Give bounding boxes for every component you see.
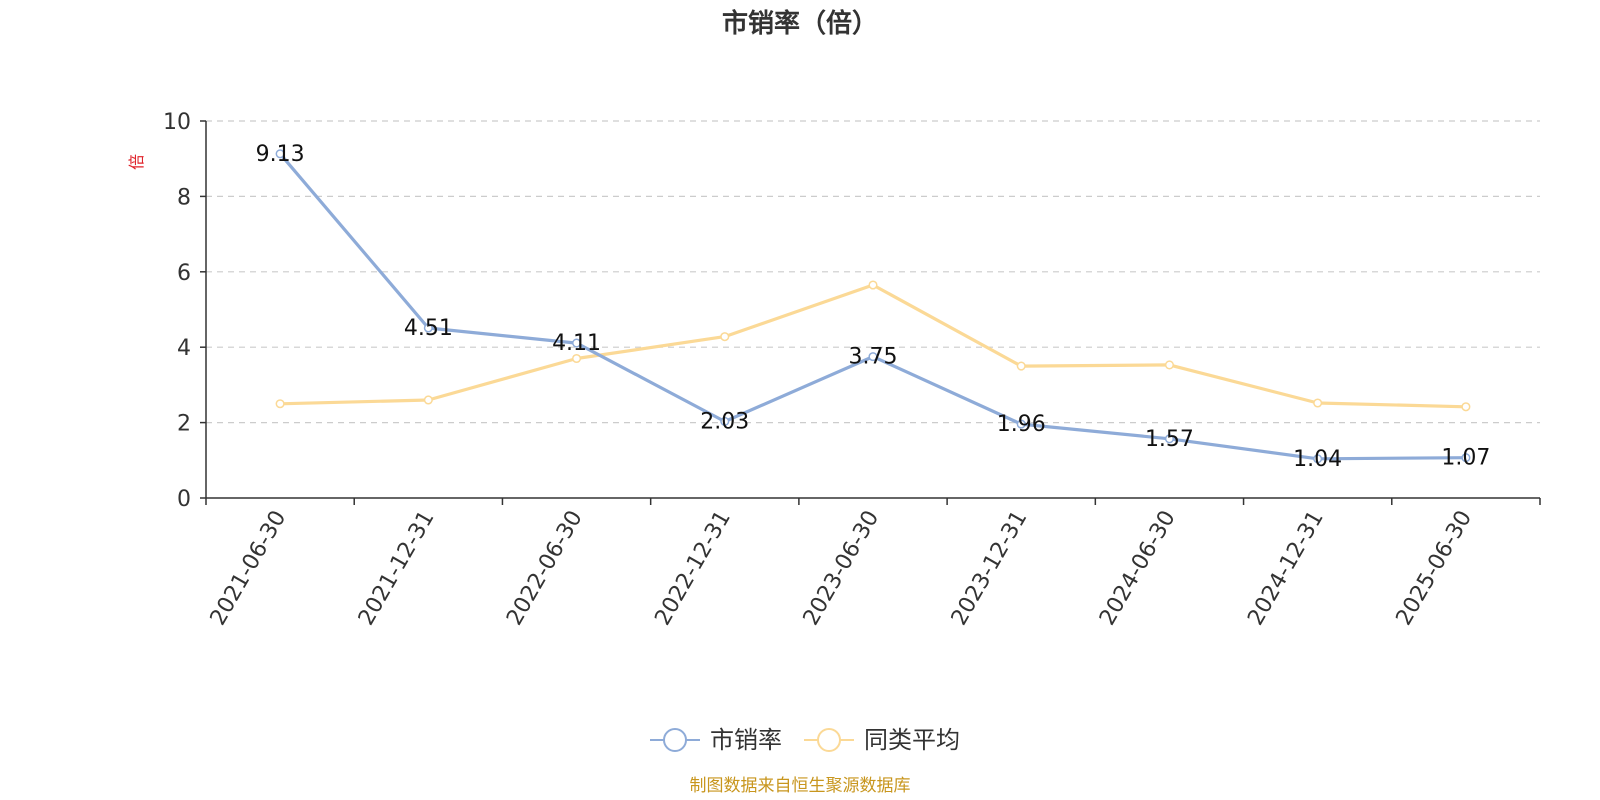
x-tick-label: 2024-06-30 bbox=[1095, 507, 1181, 630]
legend-label: 市销率 bbox=[710, 726, 782, 754]
data-point bbox=[868, 280, 878, 290]
legend-item-0[interactable]: 市销率 bbox=[650, 726, 782, 754]
data-label: 1.07 bbox=[1441, 446, 1490, 471]
y-tick-label: 10 bbox=[163, 110, 191, 135]
x-tick-label: 2023-12-31 bbox=[947, 507, 1033, 630]
series-line-0 bbox=[278, 152, 1466, 461]
y-axis-label: 倍 bbox=[127, 154, 146, 170]
data-point bbox=[572, 353, 582, 364]
data-point bbox=[720, 416, 730, 427]
data-point bbox=[423, 323, 433, 333]
data-point bbox=[423, 395, 433, 405]
data-label: 2.03 bbox=[700, 409, 749, 434]
y-tick-label: 0 bbox=[177, 487, 191, 512]
legend-item-1[interactable]: 同类平均 bbox=[804, 726, 960, 754]
data-label: 9.13 bbox=[256, 142, 305, 167]
data-point bbox=[1016, 361, 1026, 371]
data-point bbox=[275, 149, 285, 159]
x-tick-label: 2022-06-30 bbox=[502, 507, 588, 630]
chart-title: 市销率（倍） bbox=[722, 8, 878, 39]
source-note: 制图数据来自恒生聚源数据库 bbox=[690, 776, 911, 796]
data-labels: 9.13 4.51 4.11 2.03 3.75 1.96 1.57 1.04 1.07 bbox=[256, 142, 1491, 472]
x-tick-label: 2022-12-31 bbox=[650, 507, 736, 630]
data-label: 3.75 bbox=[849, 345, 898, 370]
data-point bbox=[1313, 398, 1323, 408]
data-point bbox=[868, 352, 878, 362]
data-point bbox=[1461, 402, 1471, 412]
y-tick-label: 8 bbox=[177, 185, 191, 210]
grid-lines bbox=[206, 120, 1540, 424]
y-tick-label: 6 bbox=[177, 261, 191, 286]
data-label: 1.96 bbox=[997, 412, 1046, 437]
data-point bbox=[1461, 453, 1471, 463]
data-point bbox=[1016, 419, 1026, 429]
x-tick-label: 2024-12-31 bbox=[1243, 507, 1329, 630]
y-tick-label: 2 bbox=[177, 412, 191, 437]
data-label: 4.51 bbox=[404, 316, 453, 341]
data-point bbox=[1164, 434, 1174, 444]
legend-marker bbox=[817, 728, 841, 752]
x-tick-label: 2021-12-31 bbox=[354, 507, 440, 630]
data-point bbox=[1164, 360, 1174, 370]
x-tick-label: 2023-06-30 bbox=[799, 507, 885, 630]
data-point bbox=[720, 332, 730, 342]
legend-label: 同类平均 bbox=[864, 726, 960, 754]
legend-marker bbox=[663, 728, 687, 752]
data-label: 1.04 bbox=[1293, 447, 1342, 472]
data-point bbox=[572, 338, 582, 348]
data-point bbox=[1313, 454, 1323, 464]
data-label: 1.57 bbox=[1145, 427, 1194, 452]
data-label: 4.11 bbox=[552, 331, 601, 356]
y-tick-label: 4 bbox=[177, 336, 191, 361]
data-point bbox=[275, 399, 285, 409]
legend[interactable]: 市销率 同类平均 bbox=[650, 726, 960, 754]
axes: 0 2 4 6 8 10 2021-06-30 2021-12-31 2022-06-30 202… bbox=[163, 110, 1541, 630]
x-tick-label: 2021-06-30 bbox=[206, 507, 292, 630]
x-tick-label: 2025-06-30 bbox=[1392, 507, 1478, 630]
series-lines bbox=[275, 149, 1471, 464]
